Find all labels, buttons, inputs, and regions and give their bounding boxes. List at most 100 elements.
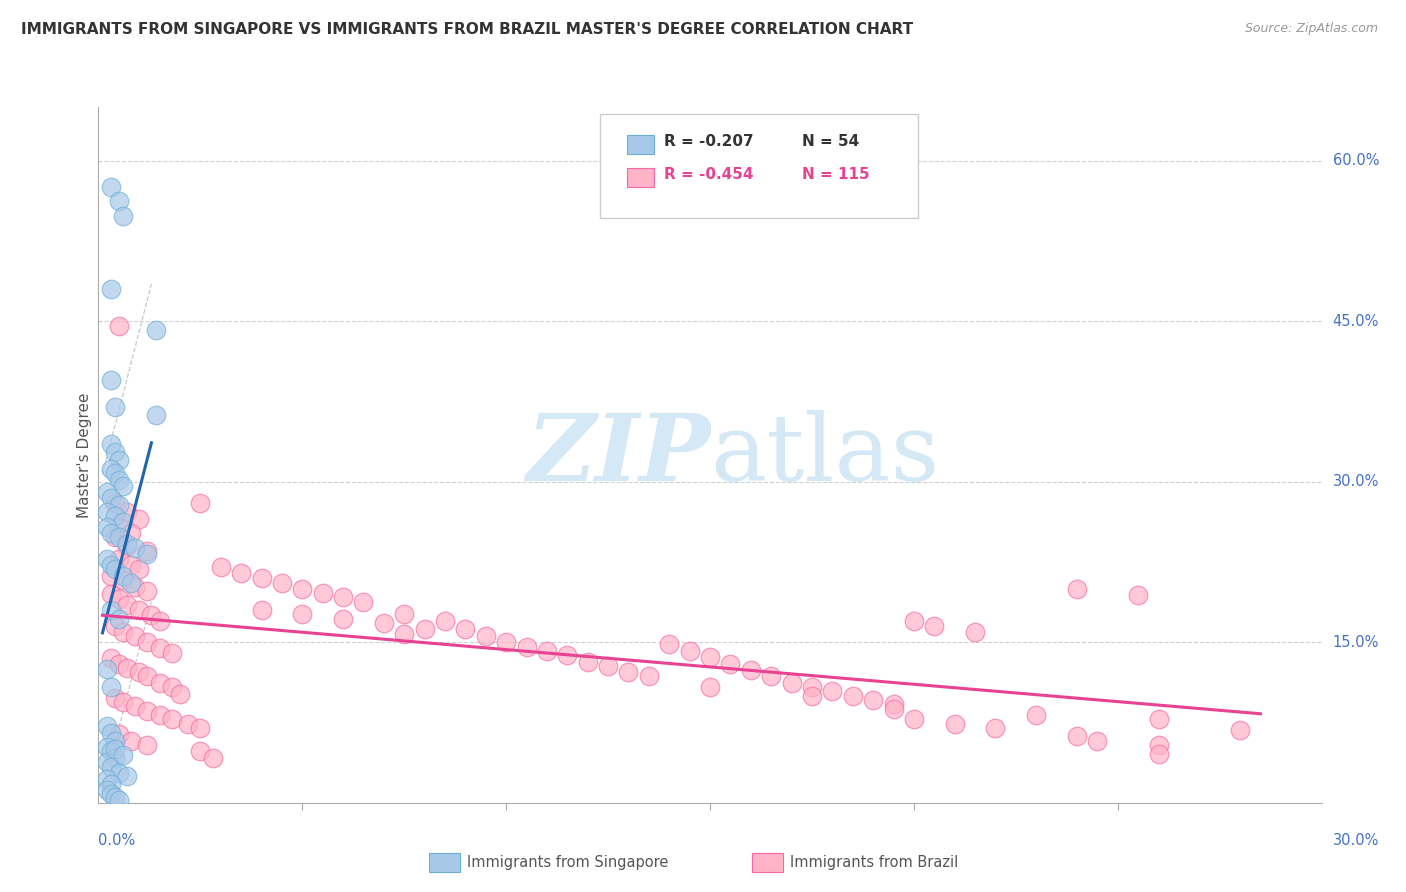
Point [1147, 738, 1170, 752]
Point [145, 409, 167, 423]
Point [100, 569, 122, 583]
Point [576, 655, 599, 669]
Y-axis label: Master's Degree: Master's Degree [77, 392, 91, 517]
Point [841, 689, 863, 703]
Point [160, 712, 183, 726]
Point [111, 516, 134, 530]
Text: R = -0.454: R = -0.454 [664, 167, 754, 182]
Point [392, 626, 416, 640]
Bar [627, 168, 654, 187]
Point [136, 544, 159, 558]
Point [250, 603, 273, 617]
Point [124, 699, 146, 714]
Point [100, 491, 122, 505]
Point [1147, 712, 1170, 726]
Point [96, 662, 118, 676]
Point [104, 444, 127, 458]
Point [352, 594, 374, 608]
Point [801, 689, 824, 703]
Point [108, 530, 131, 544]
Point [96, 505, 118, 519]
Text: N = 115: N = 115 [801, 167, 869, 182]
Point [128, 665, 150, 680]
Point [128, 512, 150, 526]
Point [108, 498, 131, 512]
Point [922, 619, 945, 633]
Point [136, 583, 159, 598]
Point [474, 629, 498, 643]
Point [100, 760, 122, 774]
Text: N = 54: N = 54 [801, 135, 859, 149]
Point [96, 719, 118, 733]
Point [111, 209, 134, 223]
Point [108, 519, 131, 533]
Point [136, 738, 159, 752]
Point [104, 530, 127, 544]
Point [100, 282, 122, 296]
Point [373, 615, 395, 630]
Point [699, 680, 721, 694]
Point [188, 721, 212, 735]
Point [883, 701, 905, 715]
Point [120, 733, 142, 747]
Point [96, 485, 118, 500]
Point [108, 792, 131, 806]
Point [100, 776, 122, 790]
Point [136, 704, 159, 718]
Point [1066, 582, 1088, 596]
Point [96, 772, 118, 787]
Point [104, 562, 127, 576]
Point [555, 648, 579, 662]
Point [108, 473, 131, 487]
Point [104, 466, 127, 480]
Point [1128, 588, 1150, 602]
Text: ZIP: ZIP [526, 410, 710, 500]
Point [160, 646, 183, 660]
Point [965, 624, 987, 639]
Text: 30.0%: 30.0% [1333, 475, 1379, 489]
Point [100, 526, 122, 541]
Text: 60.0%: 60.0% [1333, 153, 1379, 168]
Point [104, 619, 127, 633]
Text: 45.0%: 45.0% [1333, 314, 1379, 328]
Point [312, 586, 335, 600]
Point [136, 635, 159, 649]
Point [761, 669, 783, 683]
Text: IMMIGRANTS FROM SINGAPORE VS IMMIGRANTS FROM BRAZIL MASTER'S DEGREE CORRELATION : IMMIGRANTS FROM SINGAPORE VS IMMIGRANTS … [21, 22, 914, 37]
Point [100, 462, 122, 476]
Text: Source: ZipAtlas.com: Source: ZipAtlas.com [1244, 22, 1378, 36]
Point [291, 582, 314, 596]
Point [1147, 747, 1170, 761]
Point [111, 695, 134, 709]
Point [96, 755, 118, 769]
Point [96, 551, 118, 566]
Point [149, 640, 172, 655]
Point [100, 787, 122, 801]
Point [115, 661, 138, 675]
Point [120, 558, 142, 573]
Point [188, 744, 212, 758]
Point [821, 684, 844, 698]
Point [209, 560, 232, 574]
Point [100, 437, 122, 451]
Point [111, 573, 134, 587]
Point [111, 624, 134, 639]
Point [100, 373, 122, 387]
Point [201, 751, 224, 765]
Point [141, 608, 163, 623]
Point [231, 566, 253, 580]
Point [108, 657, 131, 671]
Point [104, 690, 127, 705]
Point [495, 635, 517, 649]
Point [617, 665, 640, 680]
Point [104, 400, 127, 414]
Point [136, 548, 159, 562]
Point [250, 571, 273, 585]
Point [100, 744, 122, 758]
Text: atlas: atlas [710, 410, 939, 500]
Point [96, 783, 118, 797]
Point [120, 526, 142, 541]
Point [145, 323, 167, 337]
Point [392, 607, 416, 622]
Point [149, 708, 172, 723]
